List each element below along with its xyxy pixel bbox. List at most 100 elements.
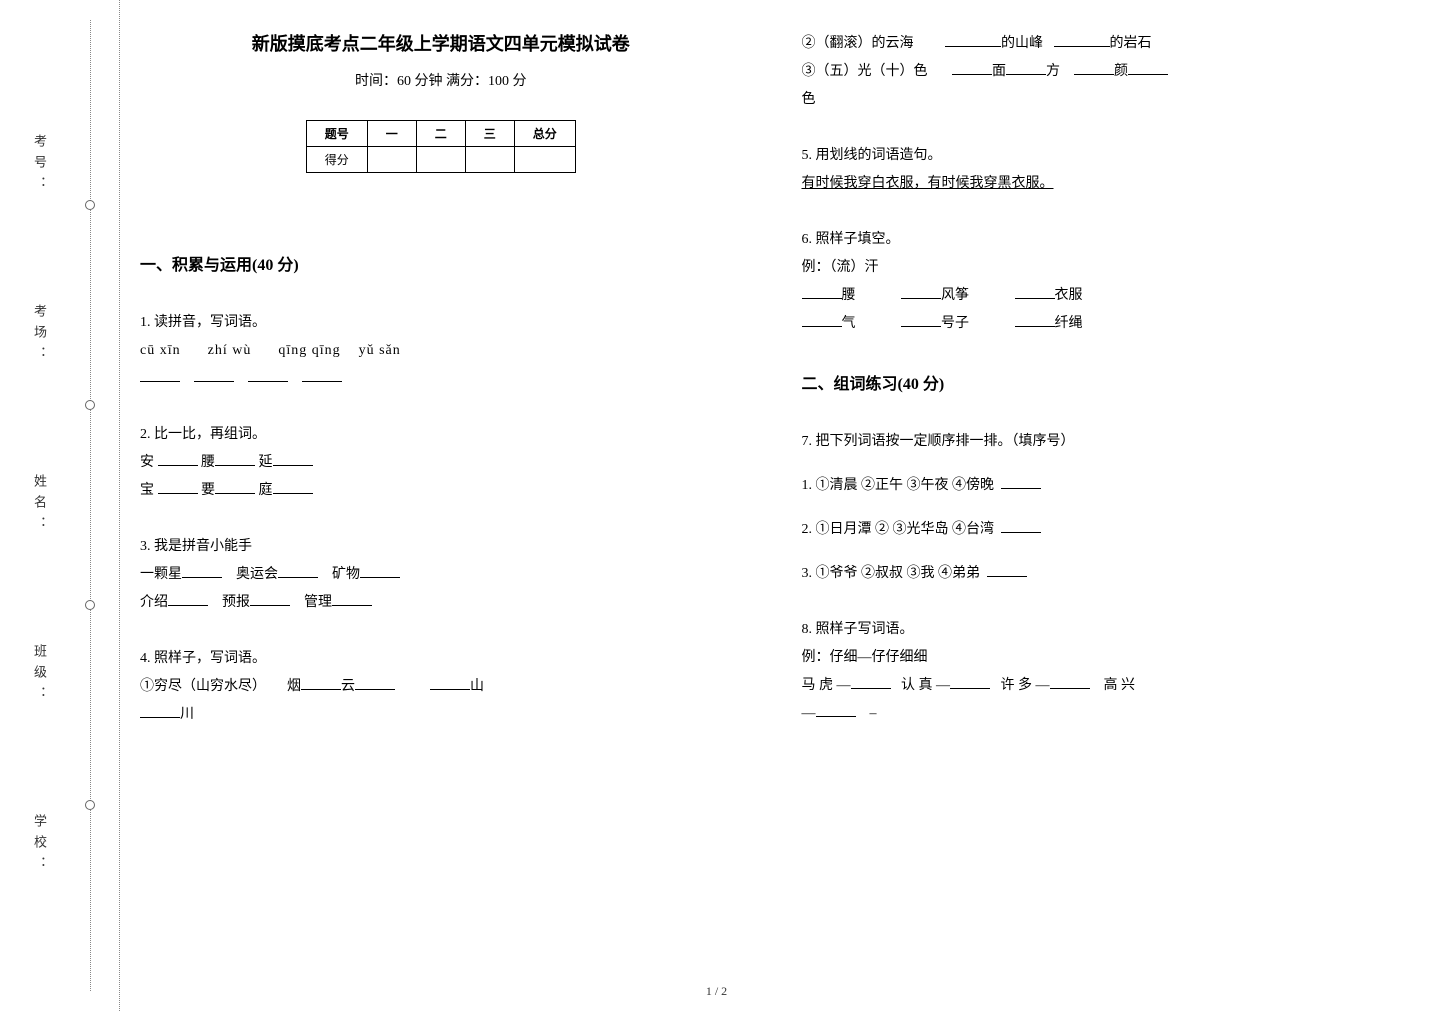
circle-mark-icon (85, 800, 95, 810)
q1-blanks (140, 365, 742, 393)
text: ③（五）光（十）色 (802, 64, 928, 79)
text: 1. ①清晨 ②正午 ③午夜 ④傍晚 (802, 478, 995, 493)
text: ②（翻滚）的云海 (802, 36, 914, 51)
th-total: 总分 (514, 121, 575, 147)
text: ①穷尽（山穷水尽） (140, 679, 266, 694)
q6: 6. 照样子填空。 例：（流）汗 腰 风筝 衣服 气 号子 纤绳 (802, 226, 1404, 338)
blank (273, 452, 313, 466)
char: 腰 (201, 455, 215, 470)
label-class: 班级： (30, 644, 49, 707)
word: 管理 (304, 595, 332, 610)
label-exam-id: 考号： (30, 134, 49, 197)
blank (158, 452, 198, 466)
q8-prompt: 8. 照样子写词语。 (802, 616, 1404, 644)
q2: 2. 比一比，再组词。 安 腰 延 宝 要 庭 (140, 421, 742, 505)
blank (1001, 475, 1041, 489)
text: 川 (180, 707, 194, 722)
blank (302, 368, 342, 382)
text: 面 (992, 64, 1006, 79)
char: 要 (201, 483, 215, 498)
text: 烟 (287, 679, 301, 694)
page-number: 1 / 2 (706, 984, 727, 999)
blank (430, 676, 470, 690)
binding-margin: 考号： 考场： 姓名： 班级： 学校： (0, 0, 120, 1011)
label-room: 考场： (30, 304, 49, 367)
q8-line2: — – (802, 700, 1404, 728)
section2-heading: 二、组词练习(40 分) (802, 370, 1404, 394)
char: 宝 (140, 483, 154, 498)
word: 矿物 (332, 567, 360, 582)
blank (278, 564, 318, 578)
q1-prompt: 1. 读拼音，写词语。 (140, 309, 742, 337)
q4-prompt: 4. 照样子，写词语。 (140, 645, 742, 673)
blank (194, 368, 234, 382)
td-label: 得分 (306, 147, 367, 173)
td-blank (416, 147, 465, 173)
text: 的山峰 (1001, 36, 1043, 51)
page-subtitle: 时间：60 分钟 满分：100 分 (140, 70, 742, 90)
q4-line3b: 色 (802, 86, 1404, 114)
blank (140, 368, 180, 382)
table-row: 题号 一 二 三 总分 (306, 121, 575, 147)
blank (332, 592, 372, 606)
word: 一颗星 (140, 567, 182, 582)
th-1: 一 (367, 121, 416, 147)
q7: 7. 把下列词语按一定顺序排一排。（填序号） 1. ①清晨 ②正午 ③午夜 ④傍… (802, 428, 1404, 588)
blank (168, 592, 208, 606)
text: 颜 (1114, 64, 1128, 79)
blank (1006, 61, 1046, 75)
q4-right: ②（翻滚）的云海 的山峰 的岩石 ③（五）光（十）色 面 方 颜 色 (802, 30, 1404, 114)
blank (1054, 33, 1110, 47)
right-column: ②（翻滚）的云海 的山峰 的岩石 ③（五）光（十）色 面 方 颜 色 5. 用划线… (802, 30, 1404, 971)
text: 认 真 — (901, 678, 950, 693)
q2-prompt: 2. 比一比，再组词。 (140, 421, 742, 449)
blank (360, 564, 400, 578)
blank (952, 61, 992, 75)
text: 方 (1046, 64, 1060, 79)
blank (158, 480, 198, 494)
q4: 4. 照样子，写词语。 ①穷尽（山穷水尽） 烟云 山 川 (140, 645, 742, 729)
q8-line: 马 虎 — 认 真 — 许 多 — 高 兴 (802, 672, 1404, 700)
blank (1001, 519, 1041, 533)
text: 衣服 (1055, 288, 1083, 303)
blank (901, 313, 941, 327)
q7-line1: 1. ①清晨 ②正午 ③午夜 ④傍晚 (802, 472, 1404, 500)
q1-pinyin: cū xīn zhí wù qīng qīng yǔ sǎn (140, 337, 742, 365)
q2-row2: 宝 要 庭 (140, 477, 742, 505)
word: 奥运会 (236, 567, 278, 582)
left-column: 新版摸底考点二年级上学期语文四单元模拟试卷 时间：60 分钟 满分：100 分 … (140, 30, 742, 971)
text: 腰 (842, 288, 856, 303)
blank (215, 452, 255, 466)
blank (851, 675, 891, 689)
text: 纤绳 (1055, 316, 1083, 331)
q3: 3. 我是拼音小能手 一颗星 奥运会 矿物 介绍 预报 管理 (140, 533, 742, 617)
blank (182, 564, 222, 578)
text: – (870, 706, 877, 721)
q3-row1: 一颗星 奥运会 矿物 (140, 561, 742, 589)
q6-prompt: 6. 照样子填空。 (802, 226, 1404, 254)
blank (802, 313, 842, 327)
blank (1050, 675, 1090, 689)
score-table: 题号 一 二 三 总分 得分 (306, 120, 576, 173)
q6-row1: 腰 风筝 衣服 (802, 282, 1404, 310)
text: 许 多 — (1001, 678, 1050, 693)
text: 马 虎 — (802, 678, 851, 693)
char: 延 (259, 455, 273, 470)
blank (1015, 313, 1055, 327)
section1-heading: 一、积累与运用(40 分) (140, 251, 742, 275)
q6-example: 例：（流）汗 (802, 254, 1404, 282)
q8-example: 例：仔细—仔仔细细 (802, 644, 1404, 672)
q5-prompt: 5. 用划线的词语造句。 (802, 142, 1404, 170)
q3-prompt: 3. 我是拼音小能手 (140, 533, 742, 561)
binding-labels: 考号： 考场： 姓名： 班级： 学校： (30, 0, 49, 1011)
q7-prompt: 7. 把下列词语按一定顺序排一排。（填序号） (802, 428, 1404, 456)
text: 的岩石 (1110, 36, 1152, 51)
q1: 1. 读拼音，写词语。 cū xīn zhí wù qīng qīng yǔ s… (140, 309, 742, 393)
q4-line3: ③（五）光（十）色 面 方 颜 (802, 58, 1404, 86)
q4-line2: 川 (140, 701, 742, 729)
text: 号子 (941, 316, 969, 331)
blank (140, 704, 180, 718)
table-row: 得分 (306, 147, 575, 173)
q8: 8. 照样子写词语。 例：仔细—仔仔细细 马 虎 — 认 真 — 许 多 — 高… (802, 616, 1404, 728)
text: — (802, 706, 816, 721)
